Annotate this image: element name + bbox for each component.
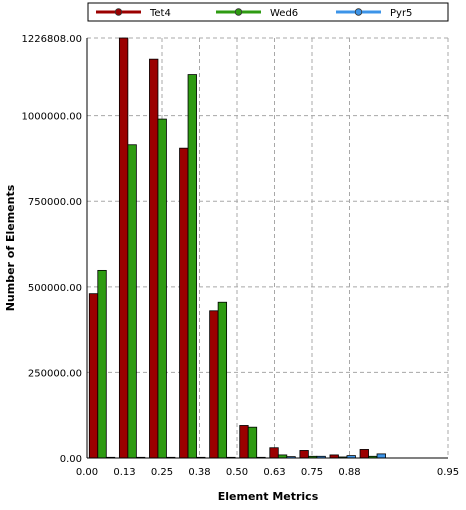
x-tick-label: 0.38 [188,467,210,478]
bar-tet4 [179,147,189,459]
y-tick-label: 1226808.00 [22,34,82,45]
y-tick-label: 250000.00 [28,368,82,379]
legend-label-pyr5: Pyr5 [390,8,412,19]
grid-lines [87,37,449,458]
bar-wed6 [187,74,197,459]
legend-marker-wed6 [234,8,243,16]
bar-tet4 [359,449,369,459]
bar-tet4 [88,293,99,459]
x-tick-label: 0.63 [263,467,285,478]
x-tick-label: 0.00 [76,467,98,478]
y-tick-labels: 0.00 250000.00 500000.00 750000.00 1000000.0… [22,34,82,465]
y-tick-label: 500000.00 [28,283,82,294]
x-tick-label: 0.25 [151,467,173,478]
x-tick-labels: 0.00 0.13 0.25 0.38 0.50 0.63 0.75 0.88 0.95 [76,467,459,478]
x-axis-title: Element Metrics [218,490,319,503]
legend-marker-tet4 [114,8,123,16]
legend-box [87,2,449,22]
x-tick-label: 0.50 [226,467,248,478]
legend-label-tet4: Tet4 [149,8,171,19]
bar-wed6 [157,118,167,459]
bar-wed6 [247,426,258,459]
bar-pyr5 [376,453,386,459]
x-tick-label: 0.13 [113,467,135,478]
legend-label-wed6: Wed6 [270,8,298,19]
legend: Tet4 Wed6 Pyr5 [87,2,449,22]
bar-tet4 [209,310,219,459]
y-tick-label: 0.00 [60,454,82,465]
x-tick-label: 0.75 [301,467,323,478]
bar-wed6 [127,144,137,459]
y-tick-label: 1000000.00 [22,112,82,123]
bar-wed6 [217,301,228,459]
x-tick-label: 0.88 [338,467,360,478]
bar-tet4 [149,58,159,459]
plot-area [87,38,448,458]
y-axis-title: Number of Elements [4,184,17,311]
bar-tet4 [269,447,279,459]
bar-wed6 [97,269,107,459]
bar-tet4 [118,37,129,459]
bar-tet4 [239,425,249,459]
y-tick-label: 750000.00 [28,197,82,208]
x-tick-label: 0.95 [437,467,459,478]
bar-tet4 [299,450,309,459]
legend-marker-pyr5 [354,8,363,16]
axes [86,38,448,459]
